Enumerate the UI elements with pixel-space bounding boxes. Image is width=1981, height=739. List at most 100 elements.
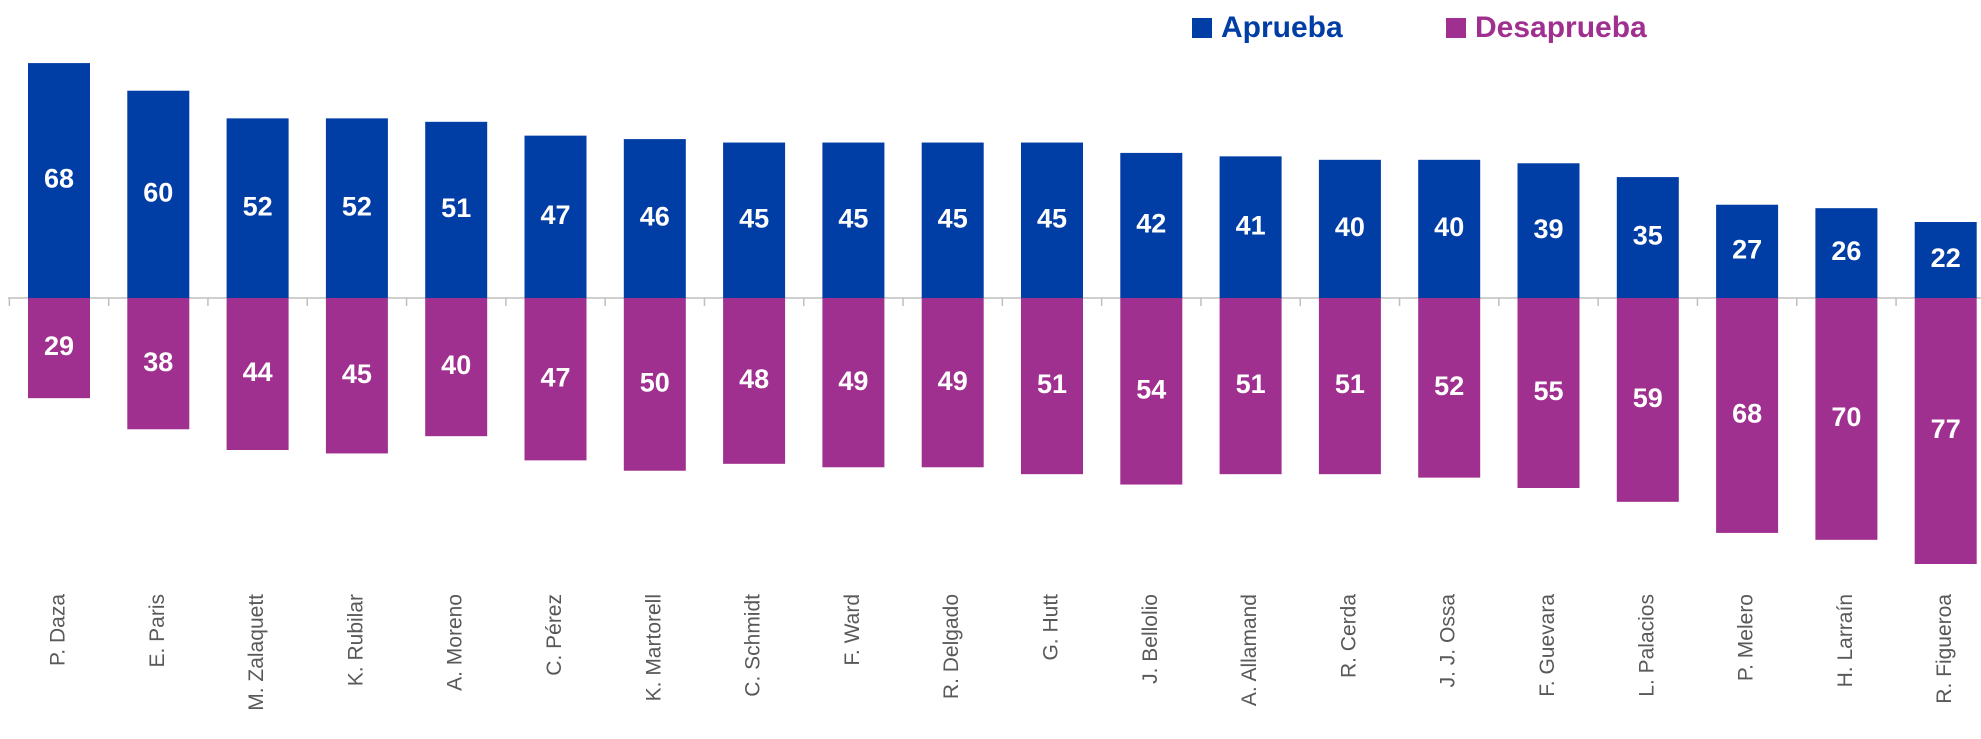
- legend-swatch: [1446, 18, 1466, 38]
- x-tick-label: J. Bellolio: [1139, 594, 1162, 684]
- x-tick-label: P. Melero: [1735, 594, 1758, 681]
- value-label: 52: [1434, 371, 1464, 401]
- bar: [822, 298, 885, 468]
- x-tick-label: R. Figueroa: [1933, 594, 1956, 704]
- bar: [623, 139, 686, 298]
- value-label: 47: [540, 200, 570, 230]
- bar: [1914, 298, 1977, 564]
- bar: [1616, 177, 1679, 298]
- bar: [425, 121, 488, 299]
- bar: [1120, 298, 1183, 485]
- value-label: 42: [1136, 209, 1166, 239]
- x-tick-label: G. Hutt: [1040, 594, 1063, 661]
- x-tick-label: H. Larraín: [1834, 594, 1857, 687]
- x-tick-label: F. Ward: [841, 594, 864, 666]
- value-label: 40: [1434, 212, 1464, 242]
- x-tick-label: A. Allamand: [1238, 594, 1261, 706]
- bar: [1318, 159, 1381, 298]
- bar: [1517, 163, 1580, 298]
- bar: [723, 142, 786, 298]
- bar: [1021, 298, 1083, 475]
- value-label: 51: [1037, 369, 1067, 399]
- bar: [822, 142, 885, 298]
- value-label: 49: [938, 366, 968, 396]
- value-label: 70: [1831, 402, 1861, 432]
- value-label: 51: [1236, 369, 1266, 399]
- value-label: 49: [838, 366, 868, 396]
- value-label: 45: [342, 359, 372, 389]
- value-label: 27: [1732, 234, 1762, 264]
- x-tick-label: P. Daza: [47, 594, 70, 666]
- bar: [1815, 298, 1878, 540]
- x-tick-label: F. Guevara: [1536, 594, 1559, 697]
- bar: [1120, 152, 1183, 298]
- bar: [28, 63, 90, 298]
- bar: [28, 298, 90, 399]
- bar: [921, 142, 984, 298]
- value-label: 40: [1335, 212, 1365, 242]
- value-label: 60: [143, 177, 173, 207]
- value-label: 29: [44, 331, 74, 361]
- value-label: 59: [1633, 383, 1663, 413]
- value-label: 51: [1335, 369, 1365, 399]
- bar: [623, 298, 686, 471]
- bar: [1418, 159, 1481, 298]
- value-label: 52: [243, 191, 273, 221]
- x-tick-label: M. Zalaquett: [245, 594, 268, 711]
- x-tick-label: K. Martorell: [642, 594, 665, 701]
- bar: [325, 298, 388, 454]
- bar: [1219, 298, 1282, 475]
- bar: [1318, 298, 1381, 475]
- legend-label: Aprueba: [1221, 11, 1343, 44]
- value-label: 38: [143, 347, 173, 377]
- bar: [1716, 298, 1779, 533]
- bar: [226, 298, 289, 450]
- bar: [127, 90, 190, 299]
- bar: [325, 118, 388, 298]
- value-label: 68: [1732, 399, 1762, 429]
- value-label: 45: [838, 203, 868, 233]
- x-tick-label: C. Schmidt: [742, 594, 765, 697]
- value-label: 35: [1633, 221, 1663, 251]
- bar: [1021, 142, 1083, 298]
- x-tick-label: C. Pérez: [543, 594, 566, 676]
- bar: [425, 298, 488, 437]
- value-label: 39: [1533, 214, 1563, 244]
- value-label: 68: [44, 164, 74, 194]
- x-tick-label: L. Palacios: [1635, 594, 1658, 697]
- x-tick-label: R. Cerda: [1337, 594, 1360, 678]
- bar: [1914, 222, 1977, 298]
- bar: [723, 298, 786, 464]
- legend-label: Desaprueba: [1475, 11, 1647, 44]
- x-tick-label: K. Rubilar: [344, 594, 367, 686]
- bar: [1418, 298, 1481, 478]
- value-label: 45: [1037, 203, 1067, 233]
- x-tick-label: J. J. Ossa: [1437, 594, 1460, 688]
- value-label: 45: [739, 203, 769, 233]
- bar: [921, 298, 984, 468]
- value-label: 26: [1831, 236, 1861, 266]
- value-label: 22: [1931, 243, 1961, 273]
- x-tick-label: R. Delgado: [940, 594, 963, 699]
- value-label: 47: [540, 362, 570, 392]
- bar: [1716, 204, 1779, 298]
- value-label: 55: [1533, 376, 1563, 406]
- value-label: 51: [441, 193, 471, 223]
- bar: [524, 135, 587, 298]
- value-label: 50: [640, 367, 670, 397]
- bar: [1616, 298, 1679, 502]
- value-label: 52: [342, 191, 372, 221]
- value-label: 40: [441, 350, 471, 380]
- x-tick-label: A. Moreno: [444, 594, 467, 691]
- value-label: 77: [1931, 414, 1961, 444]
- bar: [524, 298, 587, 461]
- value-label: 46: [640, 202, 670, 232]
- value-label: 41: [1236, 210, 1266, 240]
- value-label: 48: [739, 364, 769, 394]
- value-label: 45: [938, 203, 968, 233]
- bar: [226, 118, 289, 298]
- bar: [1815, 208, 1878, 298]
- bar: [127, 298, 190, 430]
- legend-swatch: [1192, 18, 1212, 38]
